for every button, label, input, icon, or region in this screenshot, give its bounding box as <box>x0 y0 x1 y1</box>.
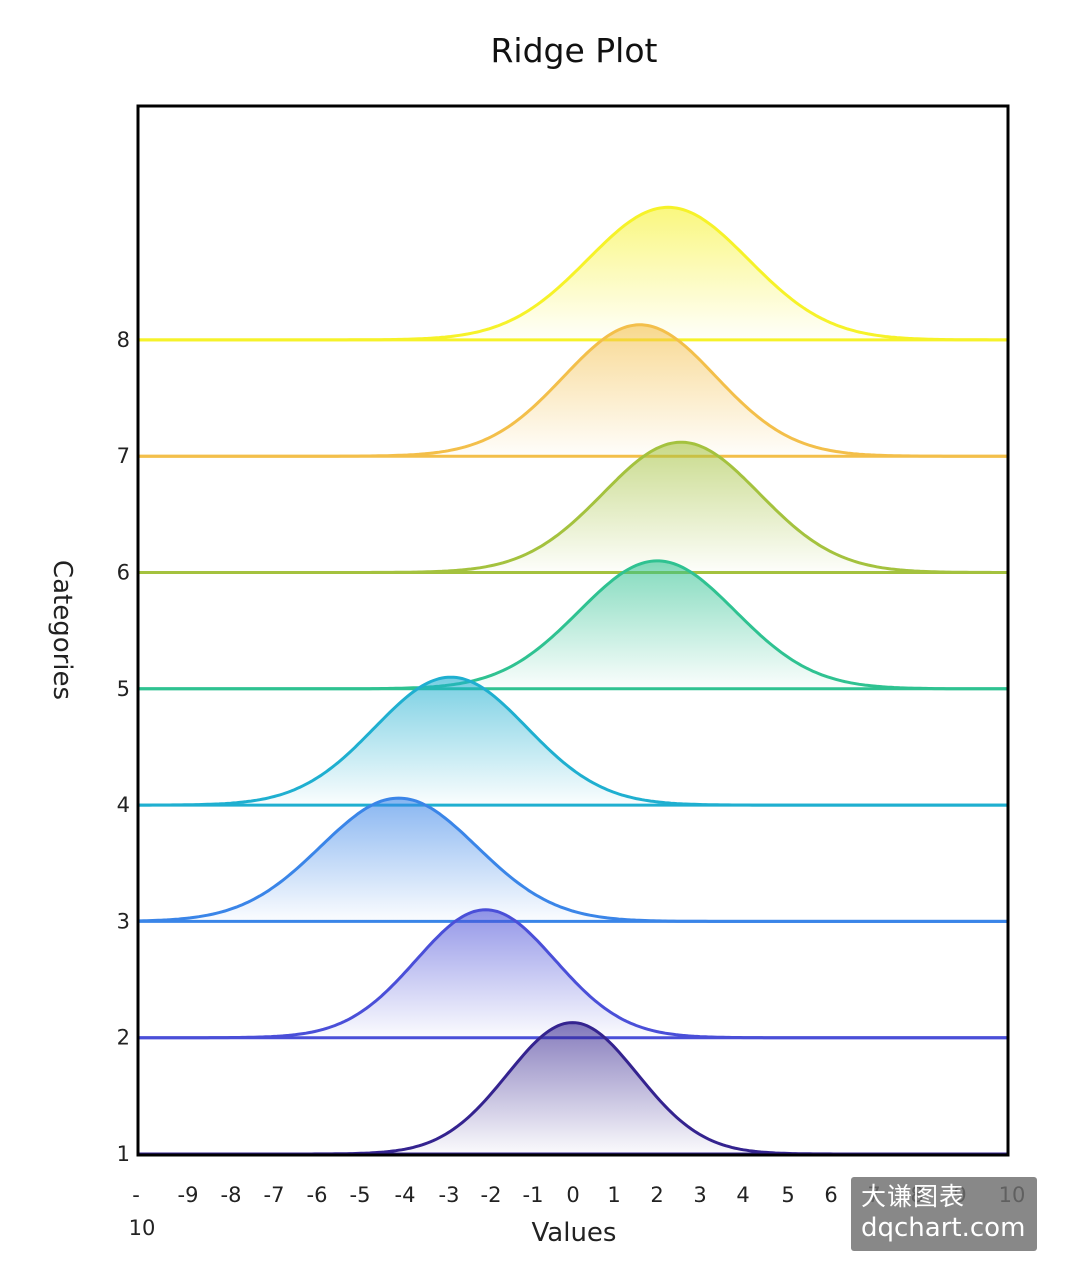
chart-title: Ridge Plot <box>491 31 658 70</box>
y-tick-label-3: 3 <box>117 909 130 933</box>
ridge-area-7 <box>138 324 1007 457</box>
x-tick-label: 1 <box>607 1183 620 1207</box>
x-tick-label: 6 <box>824 1183 837 1207</box>
x-tick-label: -9 <box>178 1183 199 1207</box>
watermark-url: dqchart.com <box>861 1213 1026 1244</box>
x-tick-label: 2 <box>650 1183 663 1207</box>
watermark: 大谦图表 dqchart.com <box>851 1177 1037 1251</box>
x-tick-label: 5 <box>781 1183 794 1207</box>
x-tick-label: 4 <box>736 1183 749 1207</box>
y-tick-label-2: 2 <box>117 1026 130 1050</box>
x-tick-label: -8 <box>221 1183 242 1207</box>
x-tick-label: -2 <box>481 1183 502 1207</box>
ridge-area-8 <box>138 207 1007 340</box>
watermark-chinese-text: 大谦图表 <box>861 1182 966 1211</box>
y-tick-label-8: 8 <box>117 328 130 352</box>
x-tick-label: 3 <box>693 1183 706 1207</box>
y-tick-label-4: 4 <box>117 793 130 817</box>
ridge-area-4 <box>138 677 1007 806</box>
x-axis-label: Values <box>532 1218 617 1248</box>
x-tick-label: -6 <box>307 1183 328 1207</box>
y-tick-label-6: 6 <box>117 561 130 585</box>
ridge-area-1 <box>138 1022 1007 1154</box>
y-tick-label-7: 7 <box>117 444 130 468</box>
y-tick-label-5: 5 <box>117 677 130 701</box>
ridge-area-2 <box>138 909 1007 1038</box>
x-tick-label: -1 <box>523 1183 544 1207</box>
x-tick-label: -7 <box>264 1183 285 1207</box>
y-axis-label: Categories <box>47 560 77 700</box>
plot-frame <box>136 104 1010 1157</box>
ridges-group <box>138 205 1007 1156</box>
y-tick-label-1: 1 <box>117 1142 130 1166</box>
x-tick-label: -4 <box>395 1183 416 1207</box>
ridge-area-6 <box>138 442 1007 573</box>
ridge-area-5 <box>138 560 1007 689</box>
y-tick-labels: 1 2 3 4 5 6 7 8 <box>117 328 130 1166</box>
x-tick-label: -10 <box>129 1183 156 1240</box>
x-tick-label: -5 <box>350 1183 371 1207</box>
x-tick-label: -3 <box>439 1183 460 1207</box>
ridge-area-3 <box>138 798 1007 922</box>
x-tick-label: 0 <box>566 1183 579 1207</box>
